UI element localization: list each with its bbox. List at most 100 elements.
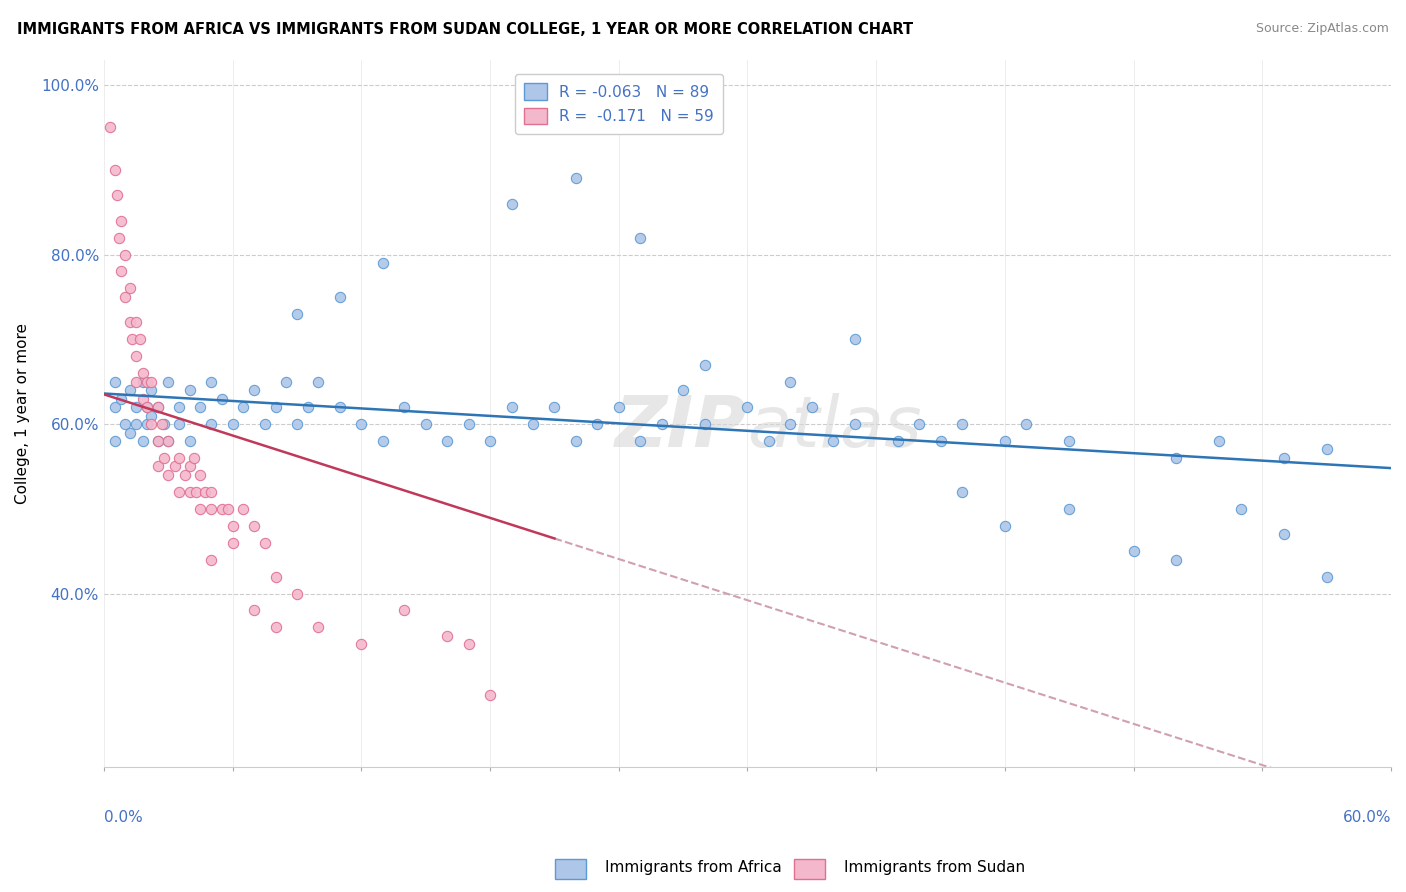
Point <box>163 459 186 474</box>
Point <box>329 400 352 414</box>
Point <box>522 417 544 431</box>
Point <box>758 434 780 448</box>
Point <box>104 375 127 389</box>
Point <box>1272 450 1295 465</box>
Point <box>285 586 308 600</box>
Point <box>157 434 180 448</box>
Point <box>114 247 136 261</box>
Point <box>221 518 243 533</box>
Legend: R = -0.063   N = 89, R =  -0.171   N = 59: R = -0.063 N = 89, R = -0.171 N = 59 <box>515 74 723 134</box>
Point <box>1122 544 1144 558</box>
Text: 60.0%: 60.0% <box>1343 810 1391 825</box>
Point <box>693 417 716 431</box>
Point <box>146 400 169 414</box>
Point <box>125 375 148 389</box>
Point <box>211 392 233 406</box>
Point <box>110 392 132 406</box>
Point <box>200 484 222 499</box>
Point <box>146 400 169 414</box>
Point <box>118 315 141 329</box>
Point <box>479 688 502 702</box>
Point <box>350 637 373 651</box>
Point <box>371 434 394 448</box>
Point <box>371 256 394 270</box>
Point <box>153 417 176 431</box>
Point <box>183 450 205 465</box>
Point <box>194 484 217 499</box>
Point <box>1166 450 1188 465</box>
Point <box>950 417 973 431</box>
Point <box>100 120 122 135</box>
Point <box>844 332 866 346</box>
Point <box>929 434 952 448</box>
Point <box>1230 501 1253 516</box>
Point <box>104 162 127 177</box>
Text: IMMIGRANTS FROM AFRICA VS IMMIGRANTS FROM SUDAN COLLEGE, 1 YEAR OR MORE CORRELAT: IMMIGRANTS FROM AFRICA VS IMMIGRANTS FRO… <box>17 22 912 37</box>
Point <box>190 400 212 414</box>
Point <box>114 290 136 304</box>
Point <box>243 383 266 397</box>
Point <box>628 434 651 448</box>
Point <box>211 501 233 516</box>
Point <box>994 434 1017 448</box>
Point <box>114 417 136 431</box>
Point <box>565 171 588 186</box>
Point <box>800 400 823 414</box>
Point <box>186 484 208 499</box>
Point <box>253 417 276 431</box>
Point <box>394 603 416 617</box>
Point <box>110 264 132 278</box>
Point <box>1316 569 1339 583</box>
Point <box>135 400 157 414</box>
Point <box>1316 442 1339 457</box>
Point <box>157 434 180 448</box>
Point <box>167 400 190 414</box>
Text: atlas: atlas <box>748 393 922 462</box>
Point <box>104 434 127 448</box>
Point <box>157 375 180 389</box>
Point <box>565 434 588 448</box>
Point <box>190 467 212 482</box>
Point <box>217 501 239 516</box>
Point <box>200 501 222 516</box>
Point <box>125 400 148 414</box>
Point <box>146 459 169 474</box>
Point <box>150 417 173 431</box>
Point <box>1057 501 1080 516</box>
Point <box>232 501 254 516</box>
Point <box>994 518 1017 533</box>
Text: 0.0%: 0.0% <box>104 810 143 825</box>
Point <box>146 434 169 448</box>
Point <box>479 434 502 448</box>
Point <box>651 417 673 431</box>
Point <box>908 417 931 431</box>
Point <box>146 434 169 448</box>
Point <box>264 620 287 634</box>
Point <box>125 349 148 363</box>
Point <box>276 375 298 389</box>
Point <box>501 196 523 211</box>
Point <box>135 417 157 431</box>
Point <box>167 450 190 465</box>
Point <box>823 434 845 448</box>
Point <box>308 620 330 634</box>
Point <box>105 188 128 202</box>
Point <box>543 400 565 414</box>
Point <box>297 400 319 414</box>
Y-axis label: College, 1 year or more: College, 1 year or more <box>15 323 30 504</box>
Point <box>131 366 153 380</box>
Point <box>308 375 330 389</box>
Point <box>457 417 479 431</box>
Point <box>415 417 437 431</box>
Point <box>436 629 458 643</box>
Point <box>108 230 131 244</box>
Point <box>672 383 695 397</box>
Point <box>586 417 609 431</box>
Point <box>264 569 287 583</box>
Point <box>153 450 176 465</box>
Point <box>607 400 630 414</box>
Point <box>1208 434 1230 448</box>
Point <box>950 484 973 499</box>
Point <box>737 400 759 414</box>
Point <box>131 375 153 389</box>
